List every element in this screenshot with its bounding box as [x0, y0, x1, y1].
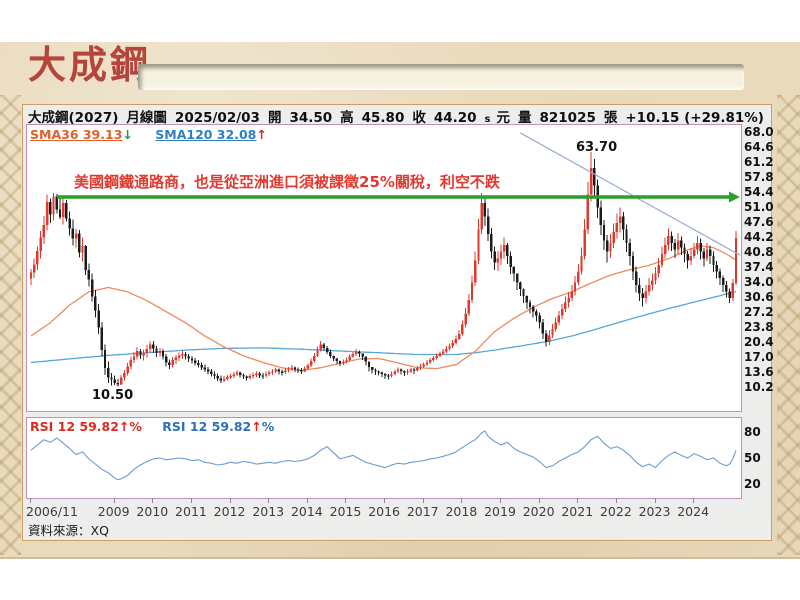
descending-trendline	[520, 132, 741, 256]
header-segment: 大成鋼(2027)	[28, 110, 119, 126]
price-axis-tick-label: 10.2	[744, 380, 774, 395]
up-arrow-icon: ↑	[118, 419, 130, 434]
x-axis-tick	[113, 498, 115, 503]
header-segment: 收	[412, 110, 426, 126]
x-axis-tick-label: 2016	[368, 504, 401, 519]
x-axis-tick	[190, 498, 192, 503]
header-segment: 2025/02/03	[174, 110, 260, 126]
x-axis-tick	[152, 498, 154, 503]
x-axis-tick-label: 2020	[522, 504, 555, 519]
rsi-chart-canvas	[30, 430, 737, 481]
x-axis-tick	[693, 498, 695, 503]
price-axis-tick-label: 20.4	[744, 335, 774, 350]
price-axis-tick-label: 61.2	[744, 154, 774, 169]
x-axis-tick	[345, 498, 347, 503]
sma120-line	[30, 290, 737, 364]
header-segment: 821025	[539, 110, 596, 126]
price-axis-tick-label: 64.6	[744, 139, 774, 154]
header-segment: 量	[518, 110, 532, 126]
up-arrow-icon: ↑	[251, 419, 262, 434]
header-segment: 元	[496, 110, 511, 126]
x-axis-tick-label: 2024	[677, 504, 710, 519]
header-segment: 月線圖	[126, 110, 167, 126]
price-axis-tick-label: 54.4	[744, 184, 774, 199]
rsi-axis-tick-label: 80	[744, 424, 761, 439]
border-pattern-right	[777, 95, 800, 555]
chart-header: 大成鋼(2027) 月線圖 2025/02/03 開 34.50 高 45.80 收 44.20…	[28, 106, 772, 126]
price-axis-tick-label: 47.6	[744, 214, 774, 229]
x-axis-tick-label: 2010	[136, 504, 169, 519]
header-segment: 開	[267, 110, 282, 126]
price-axis-tick-label: 17.0	[744, 350, 774, 365]
x-axis-tick-label: 2013	[252, 504, 285, 519]
x-axis-tick	[384, 498, 386, 503]
header-segment: 44.20	[433, 110, 477, 126]
up-arrow-icon: ↑	[256, 127, 267, 142]
page-title: 大成鋼	[28, 42, 152, 87]
x-axis-tick	[268, 498, 270, 503]
price-axis-tick-label: 68.0	[744, 124, 774, 139]
header-segment: 45.80	[361, 110, 405, 126]
title-groove-bar	[138, 64, 744, 90]
x-axis-tick-label: 2017	[406, 504, 439, 519]
rsi-axis-tick-label: 50	[744, 450, 761, 465]
rsi-legend-red: RSI 12 59.82↑%	[30, 419, 142, 434]
sma-legend: SMA36 39.13↓ SMA120 32.08↑	[30, 127, 285, 142]
x-axis-tick-label: 2021	[561, 504, 594, 519]
x-axis-tick-label: 2022	[599, 504, 632, 519]
sma120-legend: SMA120 32.08↑	[155, 127, 267, 142]
price-axis-tick-label: 34.0	[744, 275, 774, 289]
x-axis-tick-label: 2011	[175, 504, 207, 519]
header-segment: 34.50	[289, 110, 333, 126]
rsi-legend: RSI 12 59.82↑% RSI 12 59.82↑%	[30, 419, 290, 434]
rsi-pane	[26, 417, 742, 499]
candles	[29, 151, 738, 387]
x-axis-tick	[654, 498, 656, 503]
sma36-line	[30, 245, 737, 372]
x-axis-tick-label: 2006/11	[26, 504, 78, 519]
price-axis-tick-label: 51.0	[744, 199, 774, 214]
x-axis-tick-label: 2018	[445, 504, 478, 519]
price-axis-tick-label: 57.8	[744, 169, 774, 184]
header-segment: +10.15 (+29.81%)	[625, 110, 764, 126]
low-price-label: 10.50	[92, 388, 134, 403]
price-axis-tick-label: 30.6	[744, 290, 774, 304]
x-axis-tick	[500, 498, 501, 503]
peak-price-label: 63.70	[576, 140, 618, 155]
price-axis-tick-label: 13.6	[744, 365, 774, 380]
price-chart-canvas	[29, 132, 741, 387]
x-axis-tick	[30, 498, 31, 503]
x-axis-tick	[538, 498, 540, 503]
tariff-annotation: 美國鋼鐵通路商，也是從亞洲進口須被課徵25%關稅，利空不跌	[74, 173, 500, 191]
price-axis-tick-label: 44.2	[744, 229, 774, 244]
header-segment: s	[484, 114, 491, 125]
green-resistance-arrow	[57, 191, 740, 203]
price-axis-tick-label: 27.2	[744, 305, 774, 320]
sma36-legend: SMA36 39.13↓	[30, 127, 133, 142]
header-segment: 張	[603, 110, 618, 126]
price-axis-tick-label: 40.8	[744, 244, 774, 259]
x-axis-tick	[461, 498, 463, 503]
x-axis-tick	[577, 498, 579, 503]
x-axis-tick-label: 2009	[97, 504, 130, 519]
price-pane	[26, 124, 742, 412]
down-arrow-icon: ↓	[122, 127, 133, 142]
header-segment: 高	[340, 110, 354, 126]
rsi-axis-tick-label: 20	[744, 476, 761, 491]
x-axis-tick	[615, 498, 617, 503]
rsi-line	[30, 430, 737, 481]
price-axis-tick-label: 23.8	[744, 320, 774, 335]
x-axis-tick-label: 2014	[290, 504, 323, 519]
x-axis-tick-label: 2012	[213, 504, 246, 519]
x-axis-tick	[422, 498, 424, 503]
source-label: 資料來源：XQ	[28, 523, 109, 538]
price-axis-tick-label: 37.4	[744, 260, 774, 274]
x-axis-tick	[306, 498, 308, 503]
border-pattern-left	[0, 95, 21, 555]
x-axis-tick-label: 2019	[484, 504, 516, 519]
rsi-legend-blue: RSI 12 59.82↑%	[162, 419, 275, 434]
x-axis-tick	[229, 498, 231, 503]
x-axis-tick-label: 2015	[329, 504, 362, 519]
x-axis-tick-label: 2023	[638, 504, 671, 519]
